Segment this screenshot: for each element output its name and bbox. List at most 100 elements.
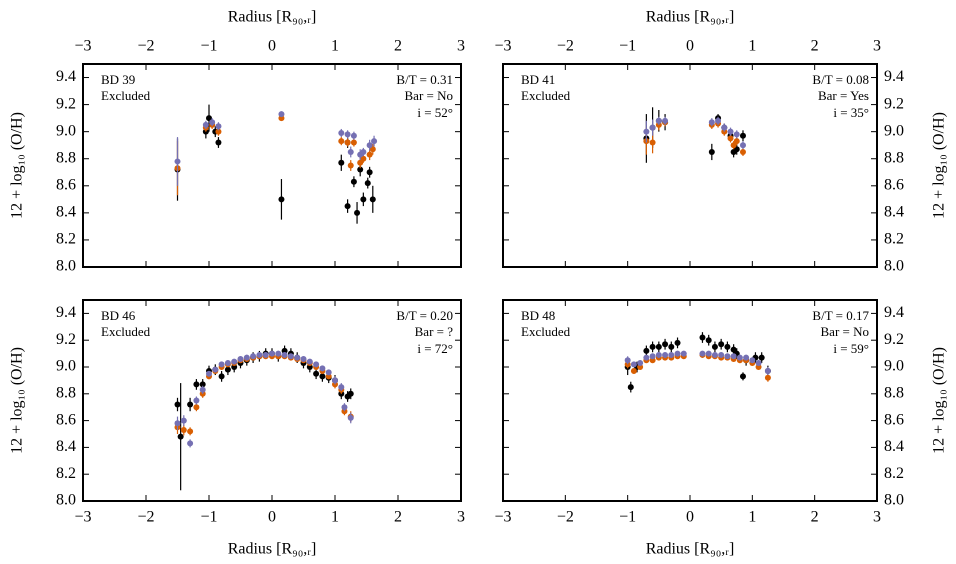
bar-label: Bar = No bbox=[821, 324, 870, 339]
point bbox=[275, 350, 282, 357]
point bbox=[736, 354, 743, 361]
point bbox=[313, 361, 320, 368]
point bbox=[649, 139, 656, 146]
x-tick-label: −2 bbox=[137, 509, 154, 526]
point bbox=[256, 351, 263, 358]
bt-label: B/T = 0.31 bbox=[396, 72, 453, 87]
y-tick-label: 9.2 bbox=[884, 95, 904, 112]
point bbox=[269, 350, 275, 357]
point bbox=[354, 209, 361, 216]
point bbox=[180, 417, 187, 424]
y-tick-label: 8.2 bbox=[884, 231, 904, 248]
point bbox=[278, 111, 285, 118]
point bbox=[294, 354, 301, 361]
point bbox=[727, 128, 734, 135]
point bbox=[739, 132, 746, 139]
point bbox=[313, 370, 320, 377]
y-tick-label: 9.2 bbox=[884, 331, 904, 348]
x-tick-label: 0 bbox=[268, 509, 276, 526]
x-tick-label: 3 bbox=[873, 509, 881, 526]
point bbox=[764, 374, 771, 381]
x-axis-label: Radius [R₉₀,ᵣ] bbox=[646, 9, 735, 26]
point bbox=[180, 426, 187, 433]
x-tick-label: −3 bbox=[494, 38, 511, 55]
point bbox=[202, 121, 209, 128]
point bbox=[655, 117, 662, 124]
point bbox=[733, 146, 740, 153]
point bbox=[715, 117, 722, 124]
point bbox=[187, 401, 194, 408]
y-axis-label: 12 + log₁₀ (O/H) bbox=[9, 112, 26, 219]
point bbox=[350, 132, 357, 139]
y-tick-label: 8.0 bbox=[56, 492, 76, 509]
point bbox=[758, 354, 765, 361]
point bbox=[344, 203, 351, 210]
point bbox=[708, 148, 715, 155]
point bbox=[371, 138, 378, 145]
point bbox=[718, 341, 725, 348]
x-axis-label: Radius [R₉₀,ᵣ] bbox=[228, 541, 317, 558]
point bbox=[630, 368, 637, 375]
point bbox=[730, 353, 737, 360]
point bbox=[347, 414, 354, 421]
inclination-label: i = 72° bbox=[417, 341, 453, 356]
point bbox=[187, 428, 194, 435]
y-tick-label: 9.4 bbox=[56, 68, 76, 85]
point bbox=[637, 359, 644, 366]
y-tick-label: 8.4 bbox=[56, 438, 76, 455]
point bbox=[300, 355, 307, 362]
point bbox=[332, 377, 338, 384]
x-tick-label: −2 bbox=[557, 38, 574, 55]
point bbox=[364, 180, 371, 187]
x-tick-label: 2 bbox=[811, 509, 819, 526]
galaxy-label: BD 41 bbox=[521, 72, 555, 87]
point bbox=[366, 142, 373, 149]
inclination-label: i = 52° bbox=[417, 105, 453, 120]
point bbox=[727, 135, 734, 142]
bt-label: B/T = 0.08 bbox=[812, 72, 869, 87]
point bbox=[319, 365, 326, 372]
y-tick-label: 8.4 bbox=[884, 438, 904, 455]
point bbox=[366, 169, 373, 176]
point bbox=[643, 347, 650, 354]
point bbox=[199, 386, 206, 393]
y-tick-label: 9.4 bbox=[56, 304, 76, 321]
point bbox=[341, 404, 348, 411]
x-tick-label: −2 bbox=[557, 509, 574, 526]
y-tick-label: 8.6 bbox=[56, 411, 76, 428]
point bbox=[739, 148, 746, 155]
x-tick-label: −1 bbox=[200, 509, 217, 526]
y-tick-label: 9.2 bbox=[56, 331, 76, 348]
point bbox=[718, 351, 725, 358]
point bbox=[699, 334, 706, 341]
galaxy-label: BD 48 bbox=[521, 308, 555, 323]
x-tick-label: −1 bbox=[619, 38, 636, 55]
point bbox=[262, 351, 269, 358]
y-tick-label: 8.6 bbox=[884, 176, 904, 193]
point bbox=[711, 343, 718, 350]
point bbox=[350, 178, 357, 185]
x-tick-label: 0 bbox=[686, 509, 694, 526]
x-tick-label: −1 bbox=[200, 38, 217, 55]
point bbox=[369, 146, 376, 153]
x-tick-label: 3 bbox=[457, 38, 465, 55]
point bbox=[187, 440, 194, 447]
y-tick-label: 9.4 bbox=[884, 68, 904, 85]
point bbox=[224, 359, 231, 366]
point bbox=[655, 351, 662, 358]
y-tick-label: 8.6 bbox=[884, 411, 904, 428]
point bbox=[643, 128, 650, 135]
y-axis-label: 12 + log₁₀ (O/H) bbox=[931, 347, 948, 454]
point bbox=[215, 123, 222, 130]
point bbox=[350, 139, 357, 146]
point bbox=[215, 139, 222, 146]
point bbox=[649, 124, 656, 131]
point bbox=[344, 139, 351, 146]
point bbox=[231, 358, 238, 365]
point bbox=[366, 151, 373, 158]
x-axis-label: Radius [R₉₀,ᵣ] bbox=[646, 541, 735, 558]
bt-label: B/T = 0.20 bbox=[396, 308, 453, 323]
point bbox=[212, 366, 219, 373]
point bbox=[218, 373, 225, 380]
